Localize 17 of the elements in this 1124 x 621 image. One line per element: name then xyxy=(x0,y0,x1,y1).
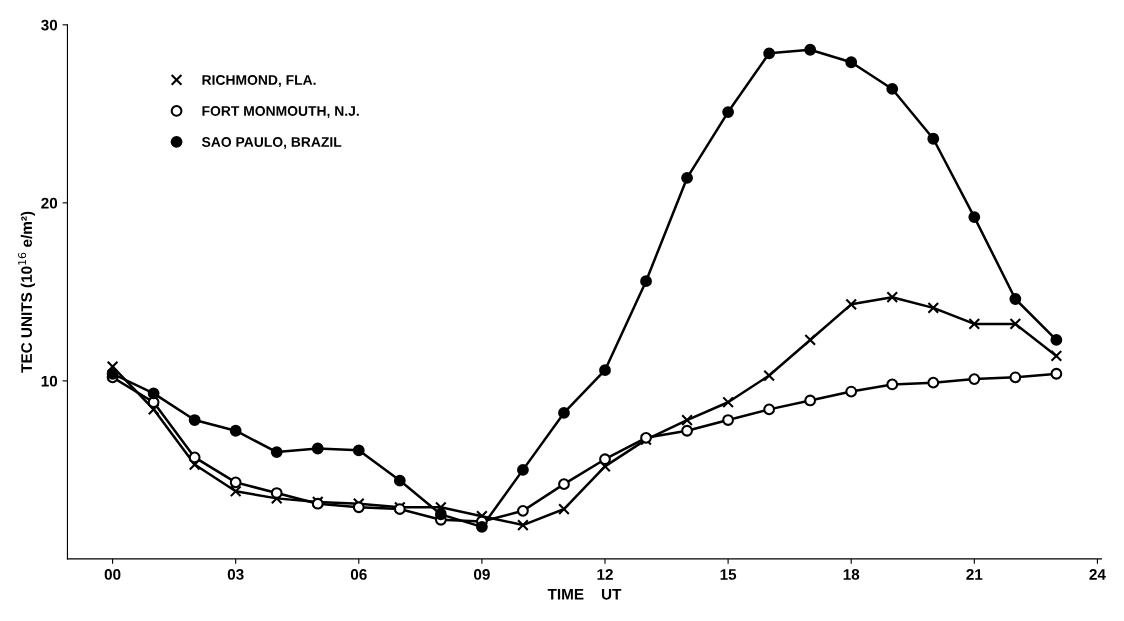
y-tick-label: 20 xyxy=(41,197,58,209)
y-axis-title: TEC UNITS (10$^{16}$ e/m²) xyxy=(18,211,36,373)
x-axis-title: TIME UT xyxy=(547,588,622,600)
y-tick-label: 30 xyxy=(41,19,58,31)
y-tick-label: 10 xyxy=(41,375,58,387)
x-tick-label: 12 xyxy=(597,569,613,580)
x-tick-label: 09 xyxy=(474,569,490,580)
x-tick-label: 06 xyxy=(350,569,367,580)
legend-label: FORT MONMOUTH, N.J. xyxy=(202,106,359,118)
x-tick-label: 24 xyxy=(1089,569,1106,580)
x-tick-label: 15 xyxy=(720,569,737,580)
legend-label: RICHMOND, FLA. xyxy=(202,75,316,87)
x-tick-label: 00 xyxy=(104,569,121,580)
x-tick-label: 21 xyxy=(966,569,983,580)
legend-label: SAO PAULO, BRAZIL xyxy=(201,137,342,149)
x-tick-label: 18 xyxy=(843,569,860,580)
x-tick-label: 03 xyxy=(227,569,244,580)
